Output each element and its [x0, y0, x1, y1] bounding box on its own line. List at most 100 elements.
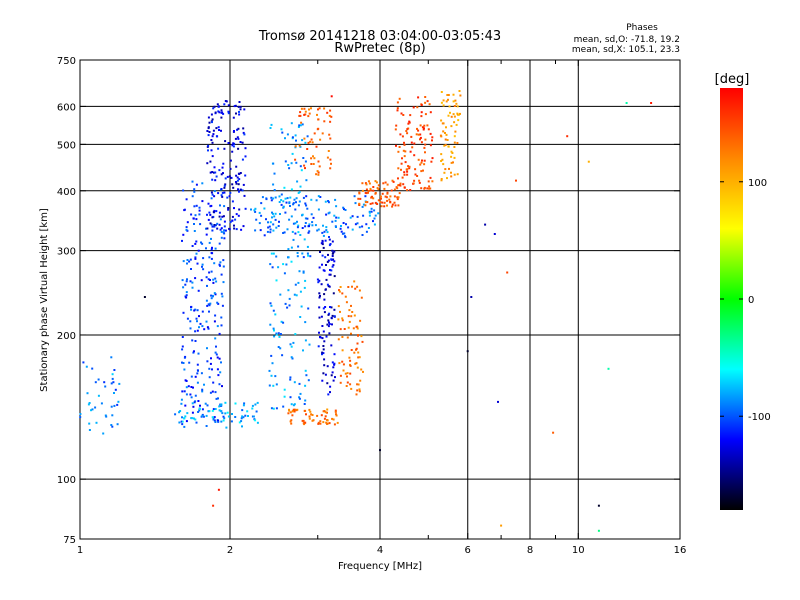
data-point	[213, 195, 216, 198]
data-point	[440, 178, 443, 180]
data-point	[182, 311, 185, 314]
data-point	[349, 216, 352, 219]
data-point	[429, 144, 432, 147]
data-point	[241, 415, 244, 418]
data-point	[297, 192, 300, 194]
data-point	[366, 201, 369, 204]
data-point	[424, 138, 427, 141]
data-point	[426, 124, 429, 127]
data-point	[117, 400, 120, 403]
data-point	[243, 194, 246, 197]
data-point	[356, 222, 359, 225]
data-point	[299, 114, 302, 117]
data-point	[192, 417, 195, 420]
data-point	[298, 270, 301, 273]
data-point	[335, 414, 338, 417]
data-point	[211, 121, 213, 124]
data-point	[267, 226, 270, 229]
colorbar-label: [deg]	[715, 72, 750, 87]
data-point	[403, 173, 406, 176]
data-point	[401, 135, 404, 138]
data-point	[210, 270, 213, 273]
data-point	[191, 245, 194, 247]
data-point	[330, 115, 333, 118]
data-point	[269, 302, 272, 305]
data-point	[317, 127, 320, 130]
data-point	[287, 412, 290, 415]
data-point	[348, 309, 351, 312]
data-point	[275, 279, 278, 282]
data-point	[322, 330, 325, 333]
data-point	[315, 173, 318, 176]
data-point	[372, 186, 375, 188]
data-point	[317, 208, 320, 211]
data-point	[182, 362, 185, 364]
data-point	[397, 150, 400, 153]
data-point	[85, 365, 88, 368]
data-point	[193, 190, 196, 193]
data-point	[412, 182, 415, 185]
data-point	[296, 220, 298, 223]
data-point	[263, 234, 266, 237]
data-point	[279, 293, 282, 296]
data-point	[290, 215, 293, 218]
data-point	[351, 311, 354, 313]
data-point	[290, 345, 293, 348]
data-point	[294, 208, 297, 211]
data-point	[347, 286, 350, 288]
data-point	[118, 382, 121, 385]
data-point	[401, 176, 404, 179]
data-point	[321, 379, 324, 382]
data-point	[321, 132, 324, 135]
data-point	[185, 386, 188, 389]
data-point	[211, 193, 214, 196]
data-point	[184, 404, 187, 407]
data-point	[324, 373, 327, 376]
data-point	[311, 414, 314, 416]
data-point	[223, 417, 226, 420]
data-point	[322, 246, 325, 249]
data-point	[299, 111, 302, 114]
data-point	[319, 138, 322, 141]
data-point	[423, 124, 426, 127]
data-point	[297, 245, 300, 248]
data-point	[329, 306, 331, 308]
data-point	[454, 130, 457, 133]
data-point	[405, 130, 408, 132]
data-point	[303, 423, 306, 426]
data-point	[450, 115, 453, 118]
data-point	[390, 189, 393, 192]
data-point	[446, 177, 448, 180]
data-point	[413, 179, 416, 182]
data-point	[396, 101, 399, 104]
data-point	[442, 130, 445, 133]
data-point	[294, 232, 297, 235]
data-point	[333, 275, 336, 278]
data-point	[307, 254, 310, 257]
data-point	[429, 176, 432, 179]
data-point	[271, 216, 273, 219]
data-point	[226, 411, 229, 414]
data-point	[305, 195, 308, 198]
data-point	[193, 401, 196, 404]
data-point	[284, 197, 287, 200]
data-point	[407, 165, 410, 168]
data-point	[183, 417, 186, 420]
data-point	[328, 285, 331, 288]
data-point	[325, 229, 328, 232]
data-point	[440, 101, 443, 104]
data-point	[361, 205, 364, 208]
data-point	[304, 110, 307, 113]
data-point	[325, 335, 328, 338]
data-point	[361, 189, 364, 192]
data-point	[395, 124, 398, 127]
data-point	[331, 361, 334, 364]
data-point	[367, 227, 370, 229]
data-point	[208, 410, 211, 413]
data-point	[195, 252, 198, 255]
data-point	[272, 384, 275, 387]
data-point	[225, 100, 228, 103]
data-point	[197, 289, 200, 292]
data-point	[355, 362, 358, 365]
data-point	[211, 178, 214, 181]
